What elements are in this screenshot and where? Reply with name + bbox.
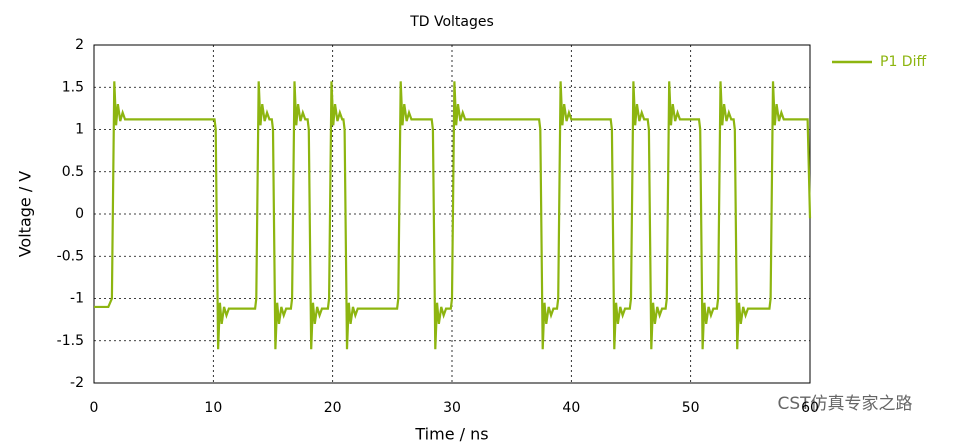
x-tick-label: 30 — [443, 400, 461, 416]
x-tick-label: 50 — [682, 400, 700, 416]
legend-label: P1 Diff — [880, 54, 926, 70]
chart-title: TD Voltages — [409, 14, 494, 30]
y-axis-label: Voltage / V — [16, 171, 35, 258]
x-axis-label: Time / ns — [414, 425, 488, 444]
x-tick-label: 10 — [204, 400, 222, 416]
y-tick-label: 2 — [75, 37, 84, 53]
x-tick-label: 0 — [90, 400, 99, 416]
y-tick-label: -2 — [70, 375, 84, 391]
x-tick-label: 60 — [801, 400, 819, 416]
y-tick-label: -1 — [70, 291, 84, 307]
y-tick-label: 0.5 — [62, 164, 84, 180]
y-tick-label: 1.5 — [62, 79, 84, 95]
y-tick-label: -0.5 — [57, 248, 84, 264]
y-tick-label: 1 — [75, 122, 84, 138]
watermark: CST仿真专家之路 — [777, 394, 912, 414]
x-tick-label: 20 — [324, 400, 342, 416]
y-tick-label: 0 — [75, 206, 84, 222]
y-tick-label: -1.5 — [57, 333, 84, 349]
x-tick-label: 40 — [562, 400, 580, 416]
line-series — [94, 81, 812, 350]
